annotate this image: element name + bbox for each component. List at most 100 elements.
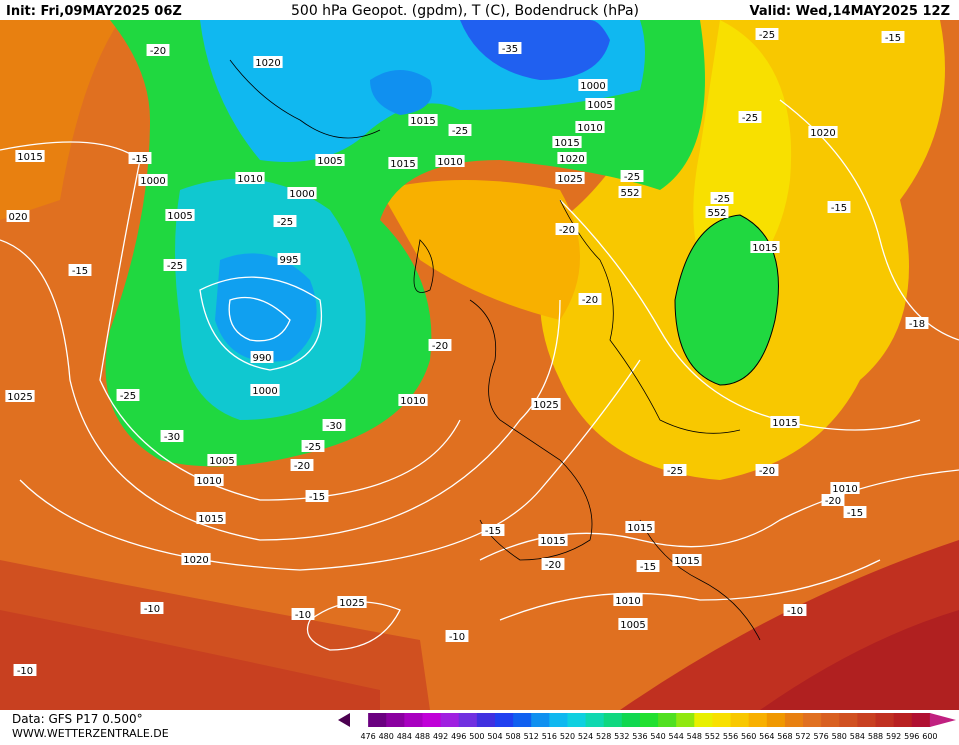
map-label: 1000 [252,386,277,397]
label-box [194,474,224,486]
map-label: -20 [559,225,575,236]
init-text: Init: Fri,09MAY2025 06Z [6,4,182,19]
colorbar-swatch [748,713,768,727]
colorbar-swatch [712,713,732,727]
colorbar-tick-label: 516 [542,732,557,741]
label-box [538,534,568,546]
colorbar-swatch [494,713,514,727]
label-box [555,172,585,184]
label-box [881,31,905,43]
map-label: -15 [309,492,325,503]
map-label: -25 [305,442,321,453]
map-label: 995 [279,255,298,266]
map-label: -25 [167,261,183,272]
colorbar-tick-label: 480 [379,732,394,741]
colorbar-arrow [929,713,956,727]
label-box [163,259,187,271]
map-label: -15 [831,203,847,214]
colorbar-tick-label: 576 [814,732,829,741]
map-label: 1005 [167,211,192,222]
map-label: 1005 [317,156,342,167]
map-label: -15 [847,508,863,519]
site-url: WWW.WETTERZENTRALE.DE [12,727,169,740]
label-box [207,454,237,466]
colorbar-tick-label: 552 [705,732,720,741]
colorbar-swatch [621,713,641,727]
label-box [160,430,184,442]
map-label: 1005 [587,100,612,111]
colorbar-tick-label: 544 [669,732,684,741]
colorbar-swatch [404,713,423,727]
colorbar-tick-label: 476 [360,732,375,741]
colorbar-tick-label: 504 [487,732,502,741]
colorbar-swatch [857,713,877,727]
colorbar-swatch [875,713,895,727]
label-box [843,506,867,518]
colorbar-swatch [368,713,387,727]
colorbar-tick-label: 560 [741,732,756,741]
label-box [196,512,226,524]
colorbar-tick-label: 500 [469,732,484,741]
label-box [250,351,274,363]
map-label: -25 [742,113,758,124]
colorbar-swatch [476,713,496,727]
label-box [620,170,644,182]
label-box [408,114,438,126]
map-label: 552 [620,188,639,199]
label-box [770,416,800,428]
map-label: -25 [120,391,136,402]
colorbar-tick-label: 512 [524,732,539,741]
label-box [5,390,35,402]
label-box [578,79,608,91]
label-box [13,664,37,676]
label-box [531,398,561,410]
label-box [146,44,170,56]
label-box [618,186,642,198]
colorbar-tick-label: 584 [850,732,865,741]
label-box [301,440,325,452]
label-box [625,521,655,533]
colorbar-swatch [803,713,822,727]
label-box [140,602,164,614]
label-box [557,152,587,164]
colorbar-tick-label: 520 [560,732,575,741]
label-box [291,608,315,620]
map-label: 1020 [559,154,584,165]
label-box [905,317,929,329]
label-box [337,596,367,608]
colorbar-tick-label: 596 [904,732,919,741]
map-label: -15 [640,562,656,573]
map-label: -15 [485,526,501,537]
label-box [755,464,779,476]
label-box [428,339,452,351]
map-label: -10 [17,666,33,677]
colorbar-swatch [513,713,532,727]
map-label: 1005 [209,456,234,467]
label-box [636,560,660,572]
map-label: 1015 [198,514,223,525]
map-label: -25 [452,126,468,137]
label-box [398,394,428,406]
label-box [750,241,780,253]
data-source: Data: GFS P17 0.500° [12,712,143,726]
colorbar-tick-label: 536 [632,732,647,741]
colorbar-swatch [458,713,478,727]
colorbar-tick-label: 572 [795,732,810,741]
colorbar-tick-label: 592 [886,732,901,741]
label-box [663,464,687,476]
label-box [128,152,152,164]
colorbar-swatch [821,713,840,727]
colorbar-tick-label: 540 [650,732,665,741]
colorbar-tick-label: 528 [596,732,611,741]
colorbar-tick-label: 492 [433,732,448,741]
colorbar: 476 480 484 488 492 496 500 504 508 512 516 520 524 5… [338,713,956,741]
label-box [738,111,762,123]
label-box [481,524,505,536]
colorbar-tick-label: 484 [397,732,412,741]
label-box [305,490,329,502]
map-label: -15 [72,266,88,277]
map-label: -10 [295,610,311,621]
map-label: 1015 [627,523,652,534]
colorbar-tick-label: 580 [832,732,847,741]
map-label: -30 [326,421,342,432]
